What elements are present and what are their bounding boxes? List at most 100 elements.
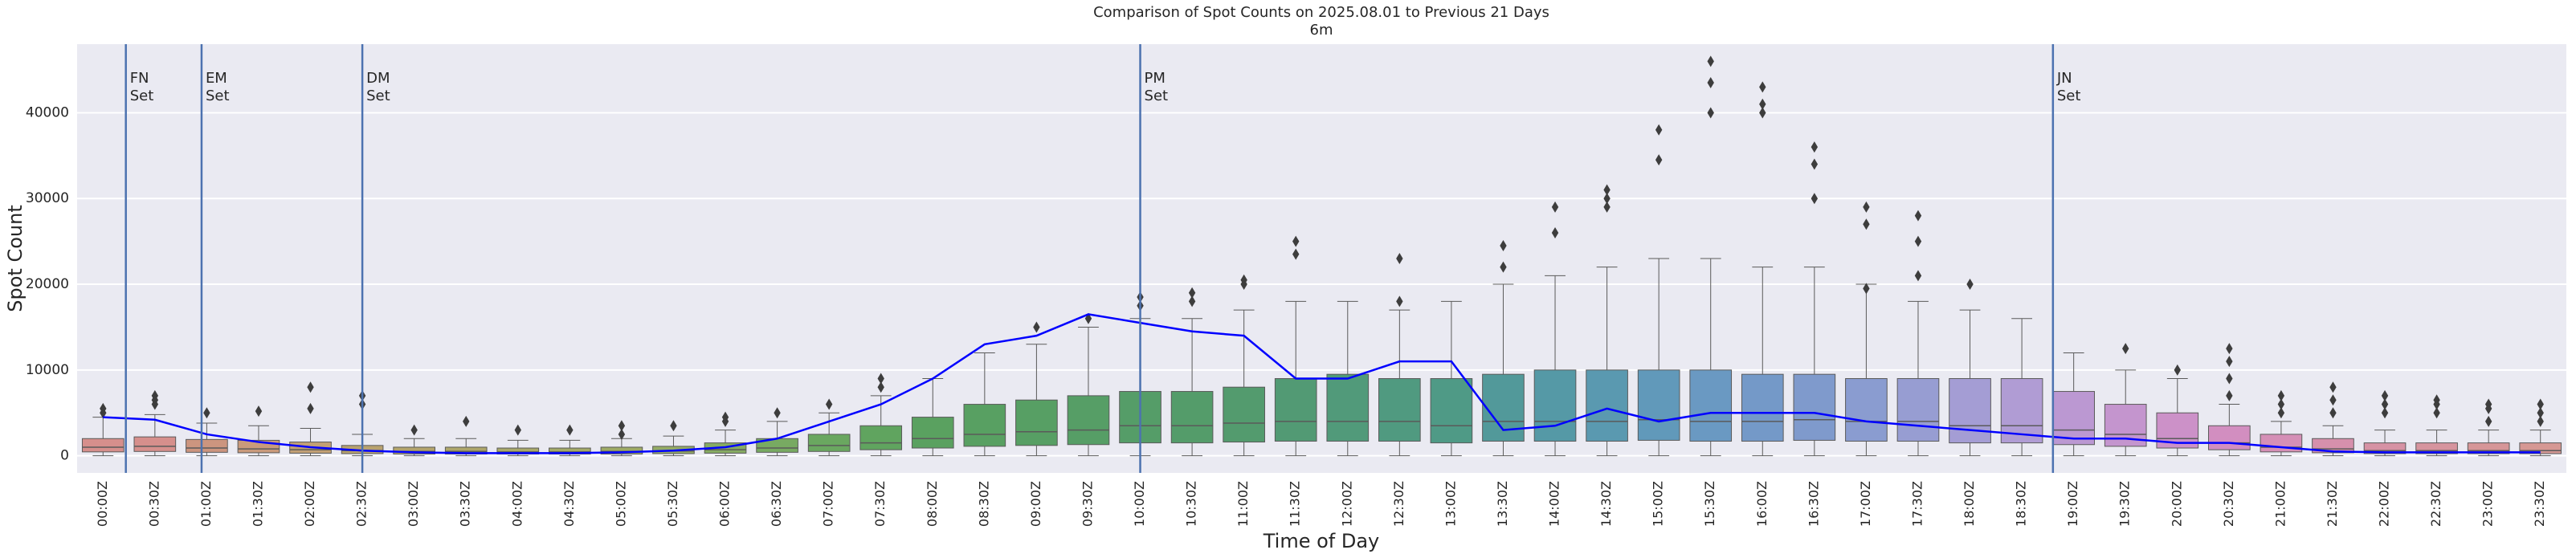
y-tick-label: 30000	[26, 190, 69, 206]
box	[1586, 369, 1628, 442]
today-line	[103, 313, 2541, 454]
flier	[1396, 253, 1403, 264]
x-tick-label: 02:30Z	[354, 481, 369, 527]
y-tick-label: 40000	[26, 104, 69, 120]
box	[1793, 373, 1836, 441]
box	[1741, 373, 1784, 442]
event-label: FN	[130, 70, 149, 87]
flier	[2277, 398, 2285, 410]
x-tick-label: 05:30Z	[665, 481, 680, 527]
x-tick-label: 17:00Z	[1858, 481, 1873, 527]
x-tick-label: 06:30Z	[769, 481, 784, 527]
box	[1223, 386, 1265, 443]
box	[859, 425, 903, 450]
x-tick-label: 20:00Z	[2169, 481, 2184, 527]
event-label: EM	[206, 70, 227, 87]
flier	[566, 424, 574, 436]
flier	[2433, 407, 2440, 419]
x-tick-label: 07:30Z	[872, 481, 888, 527]
flier	[307, 402, 314, 414]
x-tick-label: 15:00Z	[1651, 481, 1666, 527]
x-tick-label: 01:30Z	[250, 481, 265, 527]
flier	[1240, 274, 1247, 286]
event-label: Set	[366, 88, 390, 104]
flier	[2226, 356, 2233, 368]
x-tick-label: 03:00Z	[406, 481, 421, 527]
box	[1430, 378, 1473, 444]
flier	[1500, 261, 1507, 273]
x-tick-label: 17:30Z	[1909, 481, 1925, 527]
box	[1689, 369, 1733, 442]
x-tick-label: 18:30Z	[2014, 481, 2029, 527]
x-tick-label: 15:30Z	[1702, 481, 1717, 527]
box	[393, 446, 435, 455]
y-axis-label: Spot Count	[4, 205, 27, 312]
box	[1378, 378, 1421, 442]
event-label: DM	[366, 70, 390, 87]
box	[186, 438, 228, 453]
flier	[1603, 193, 1611, 205]
y-tick-label: 20000	[26, 276, 69, 292]
flier	[255, 405, 263, 417]
flier	[2329, 407, 2337, 419]
flier	[618, 420, 626, 432]
x-tick-label: 21:00Z	[2272, 481, 2288, 527]
flier	[2381, 398, 2389, 410]
flier	[1707, 55, 1714, 67]
flier	[1863, 218, 1870, 230]
box	[1533, 369, 1577, 442]
event-label: Set	[1145, 88, 1169, 104]
x-tick-label: 21:30Z	[2325, 481, 2340, 527]
event-label: JN	[2056, 70, 2072, 87]
flier	[1707, 107, 1714, 119]
box	[1845, 378, 1888, 442]
x-tick-label: 16:30Z	[1806, 481, 1821, 527]
flier	[1811, 193, 1819, 205]
flier	[514, 424, 521, 436]
box	[807, 434, 851, 452]
box	[1637, 369, 1680, 441]
box	[133, 436, 177, 452]
event-label: PM	[1145, 70, 1166, 87]
x-tick-label: 05:00Z	[613, 481, 628, 527]
x-tick-label: 04:00Z	[509, 481, 525, 527]
flier	[307, 381, 314, 393]
box	[81, 438, 125, 453]
flier	[1292, 248, 1300, 260]
flier	[1655, 154, 1663, 166]
x-tick-label: 14:30Z	[1598, 481, 1614, 527]
x-tick-label: 12:30Z	[1391, 481, 1406, 527]
x-tick-label: 19:30Z	[2117, 481, 2133, 527]
event-label: Set	[130, 88, 154, 104]
flier	[774, 407, 781, 419]
x-tick-label: 08:00Z	[925, 481, 940, 527]
y-tick-label: 0	[60, 448, 69, 464]
box	[1482, 373, 1525, 442]
flier	[2484, 415, 2492, 427]
x-tick-label: 11:00Z	[1235, 481, 1251, 527]
flier	[1914, 270, 1922, 282]
flier	[2226, 389, 2233, 401]
flier	[203, 407, 210, 419]
x-tick-label: 04:30Z	[561, 481, 577, 527]
x-tick-label: 11:30Z	[1288, 481, 1303, 527]
flier	[721, 415, 729, 427]
box	[963, 404, 1006, 447]
flier	[100, 402, 107, 414]
flier	[2277, 389, 2285, 401]
x-tick-label: 13:30Z	[1495, 481, 1510, 527]
x-tick-label: 06:00Z	[717, 481, 733, 527]
flier	[1759, 81, 1766, 93]
x-tick-label: 12:00Z	[1339, 481, 1354, 527]
x-tick-label: 16:00Z	[1754, 481, 1770, 527]
x-tick-label: 13:00Z	[1443, 481, 1458, 527]
event-label: Set	[2057, 88, 2081, 104]
flier	[618, 428, 626, 440]
x-tick-label: 08:30Z	[976, 481, 991, 527]
flier	[2122, 343, 2129, 355]
flier	[463, 415, 470, 427]
flier	[2329, 381, 2337, 393]
x-tick-label: 22:00Z	[2377, 481, 2392, 527]
x-tick-label: 14:00Z	[1547, 481, 1562, 527]
